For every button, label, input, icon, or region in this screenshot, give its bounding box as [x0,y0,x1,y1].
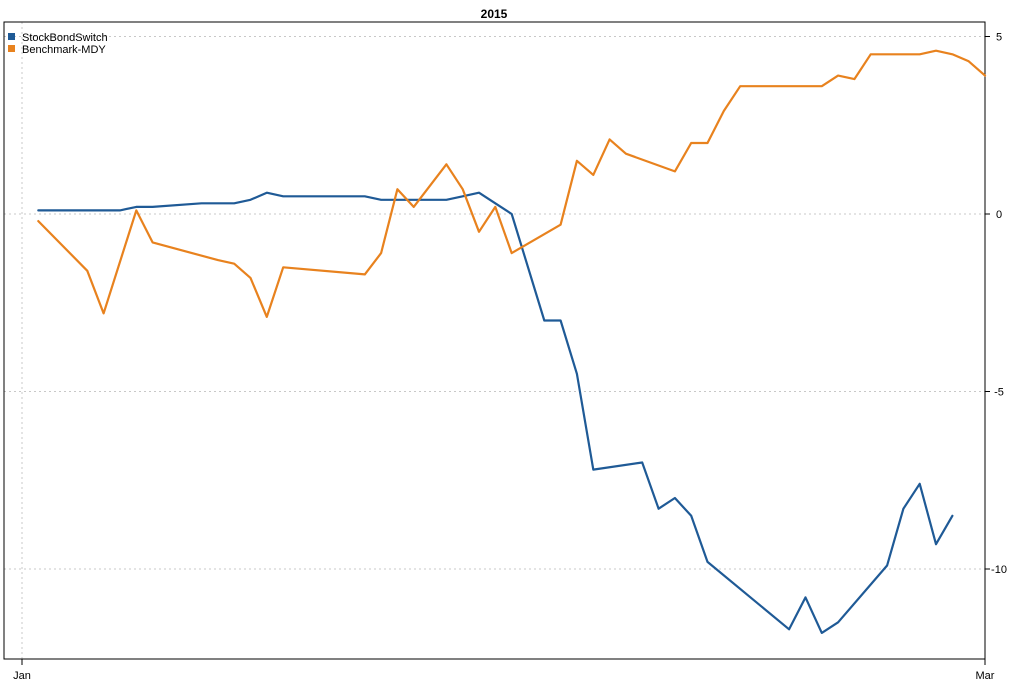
series-line-stockbondswitch [37,191,954,635]
chart-title: 2015 [481,7,508,21]
y-tick-label: -5 [994,387,1004,399]
y-tick-label: 5 [996,32,1002,44]
legend-label-benchmark-mdy: Benchmark-MDY [22,44,106,56]
series-lines [37,49,987,635]
grid [4,22,986,659]
axes [3,21,986,660]
legend-swatch-stockbondswitch [8,33,15,40]
y-tick-label: 0 [996,209,1002,221]
legend-swatch-benchmark-mdy [8,45,15,52]
x-tick-label: Mar [976,670,995,682]
legend-label-stockbondswitch: StockBondSwitch [22,32,108,44]
x-axis-ticks: Jan Mar [13,659,995,682]
x-tick-label: Jan [13,670,31,682]
legend: StockBondSwitch Benchmark-MDY [8,32,108,56]
y-tick-label: -10 [991,564,1007,576]
series-line-benchmark-mdy [37,49,987,318]
y-axis-ticks: 5 0 -5 -10 [985,32,1007,576]
plot-frame [3,21,986,660]
